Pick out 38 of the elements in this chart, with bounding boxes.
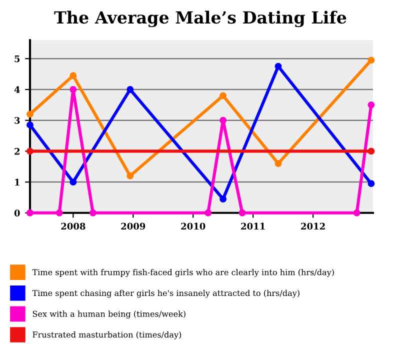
x-tick-label: 2012 xyxy=(301,222,325,230)
point xyxy=(126,86,134,93)
point xyxy=(204,209,212,216)
point xyxy=(26,148,34,155)
point xyxy=(353,209,360,216)
y-tick-label: 5 xyxy=(14,55,20,62)
x-tick-label: 2009 xyxy=(121,222,146,230)
point xyxy=(368,56,375,64)
x-tick-label: 2008 xyxy=(61,222,86,230)
y-tick-label: 2 xyxy=(14,148,20,155)
y-tick-label: 1 xyxy=(15,178,20,186)
point xyxy=(238,209,246,216)
point xyxy=(126,172,134,180)
point xyxy=(26,121,34,128)
legend-label: Sex with a human being (times/week) xyxy=(32,310,186,319)
point xyxy=(220,196,227,202)
y-tick-label: 0 xyxy=(14,210,20,216)
chart-title: The Average Male’s Dating Life xyxy=(54,10,346,28)
point xyxy=(368,180,375,188)
x-tick-label: 2010 xyxy=(181,222,206,230)
y-tick-label: 3 xyxy=(14,117,20,124)
y-tick-label: 4 xyxy=(14,86,20,93)
point xyxy=(368,101,375,108)
point xyxy=(70,72,77,80)
point xyxy=(274,62,282,70)
point xyxy=(70,86,77,93)
point xyxy=(56,209,63,216)
legend-label: Time spent with frumpy fish-faced girls who are clearly into him (hrs/day) xyxy=(32,269,334,277)
x-tick-label: 2011 xyxy=(241,222,265,230)
point xyxy=(220,116,227,124)
legend-label: Frustrated masturbation (times/day) xyxy=(32,331,182,340)
point xyxy=(368,148,375,155)
point xyxy=(70,178,77,186)
point xyxy=(26,110,34,118)
point xyxy=(220,92,227,100)
point xyxy=(89,209,96,216)
point xyxy=(274,160,282,168)
legend-label: Time spent chasing after girls he's insanely attracted to (hrs/day) xyxy=(32,290,300,298)
